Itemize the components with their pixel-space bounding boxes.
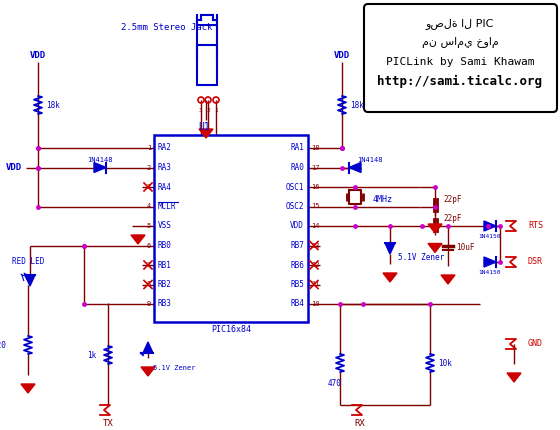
Polygon shape (199, 129, 213, 138)
Text: http://sami.ticalc.org: http://sami.ticalc.org (377, 74, 543, 88)
Text: RB2: RB2 (158, 280, 172, 289)
Text: 14: 14 (311, 223, 320, 229)
Text: RTS: RTS (528, 221, 543, 230)
Text: 2: 2 (206, 108, 210, 114)
Text: 22pF: 22pF (443, 194, 461, 203)
Text: 3: 3 (199, 108, 203, 114)
Polygon shape (441, 275, 455, 284)
Polygon shape (349, 163, 361, 172)
Text: RA0: RA0 (290, 163, 304, 172)
Polygon shape (143, 342, 153, 353)
Text: U1: U1 (198, 122, 210, 132)
Polygon shape (25, 275, 35, 286)
Text: 10: 10 (311, 301, 320, 307)
Text: 18k: 18k (350, 101, 364, 110)
Polygon shape (141, 367, 155, 376)
Text: VDD: VDD (334, 52, 350, 61)
Text: 1k: 1k (87, 350, 96, 359)
Text: 1: 1 (147, 145, 151, 151)
Polygon shape (484, 221, 496, 231)
Text: RX: RX (354, 418, 365, 427)
Text: RB5: RB5 (290, 280, 304, 289)
Text: RA1: RA1 (290, 144, 304, 153)
Polygon shape (385, 243, 395, 254)
Text: 120: 120 (0, 341, 6, 350)
Text: 15: 15 (311, 203, 320, 209)
Text: RB7: RB7 (290, 241, 304, 250)
Text: 2.5mm Stereo Jack: 2.5mm Stereo Jack (122, 24, 213, 33)
Text: RED LED: RED LED (12, 258, 44, 267)
Text: 18: 18 (311, 145, 320, 151)
Text: DSR: DSR (528, 258, 543, 267)
Text: 10k: 10k (438, 359, 452, 368)
Text: MCLR: MCLR (158, 202, 176, 211)
Text: 8: 8 (147, 282, 151, 288)
Polygon shape (131, 235, 145, 244)
Polygon shape (383, 273, 397, 282)
Text: RB6: RB6 (290, 261, 304, 270)
Text: RA3: RA3 (158, 163, 172, 172)
Text: 4MHz: 4MHz (373, 195, 393, 204)
Text: RB0: RB0 (158, 241, 172, 250)
Text: VSS: VSS (158, 221, 172, 230)
Text: 7: 7 (147, 262, 151, 268)
Text: GND: GND (528, 340, 543, 348)
Text: 1N4148: 1N4148 (357, 157, 382, 163)
Text: 18k: 18k (46, 101, 60, 110)
Polygon shape (94, 163, 106, 172)
Text: 5: 5 (147, 223, 151, 229)
Text: 12: 12 (311, 262, 320, 268)
Text: 4: 4 (147, 203, 151, 209)
Polygon shape (507, 373, 521, 382)
Text: OSC1: OSC1 (286, 182, 304, 191)
Text: VDD: VDD (30, 52, 46, 61)
Text: 17: 17 (311, 165, 320, 171)
Polygon shape (428, 243, 442, 252)
Text: PIC16x84: PIC16x84 (211, 326, 251, 335)
Text: 1N4150: 1N4150 (479, 233, 501, 239)
Text: 2: 2 (147, 165, 151, 171)
Text: 6: 6 (147, 243, 151, 249)
FancyBboxPatch shape (197, 45, 217, 85)
Polygon shape (21, 384, 35, 393)
Text: 9: 9 (147, 301, 151, 307)
Text: PICLink by Sami Khawam: PICLink by Sami Khawam (386, 57, 534, 67)
Text: وصلة ال PIC: وصلة ال PIC (426, 18, 494, 30)
Polygon shape (484, 257, 496, 267)
Text: TX: TX (102, 418, 113, 427)
Text: 16: 16 (311, 184, 320, 190)
Text: RB3: RB3 (158, 300, 172, 308)
Text: 11: 11 (311, 282, 320, 288)
Text: 1N4150: 1N4150 (479, 270, 501, 274)
Text: 1N4148: 1N4148 (87, 157, 113, 163)
Text: RA4: RA4 (158, 182, 172, 191)
Text: 10uF: 10uF (456, 243, 474, 252)
Text: 3: 3 (147, 184, 151, 190)
Text: RB4: RB4 (290, 300, 304, 308)
Text: 1: 1 (214, 108, 218, 114)
Text: OSC2: OSC2 (286, 202, 304, 211)
Text: 13: 13 (311, 243, 320, 249)
Polygon shape (428, 224, 442, 233)
Text: 470: 470 (328, 378, 342, 387)
FancyBboxPatch shape (154, 135, 308, 322)
Text: 22pF: 22pF (443, 214, 461, 223)
Text: 5.1V Zener: 5.1V Zener (398, 254, 444, 262)
Text: RA2: RA2 (158, 144, 172, 153)
Text: 5.1V Zener: 5.1V Zener (153, 365, 195, 371)
Text: VDD: VDD (6, 163, 22, 172)
Text: من سامي خوام: من سامي خوام (422, 37, 498, 49)
FancyBboxPatch shape (364, 4, 557, 112)
Text: VDD: VDD (290, 221, 304, 230)
Text: RB1: RB1 (158, 261, 172, 270)
